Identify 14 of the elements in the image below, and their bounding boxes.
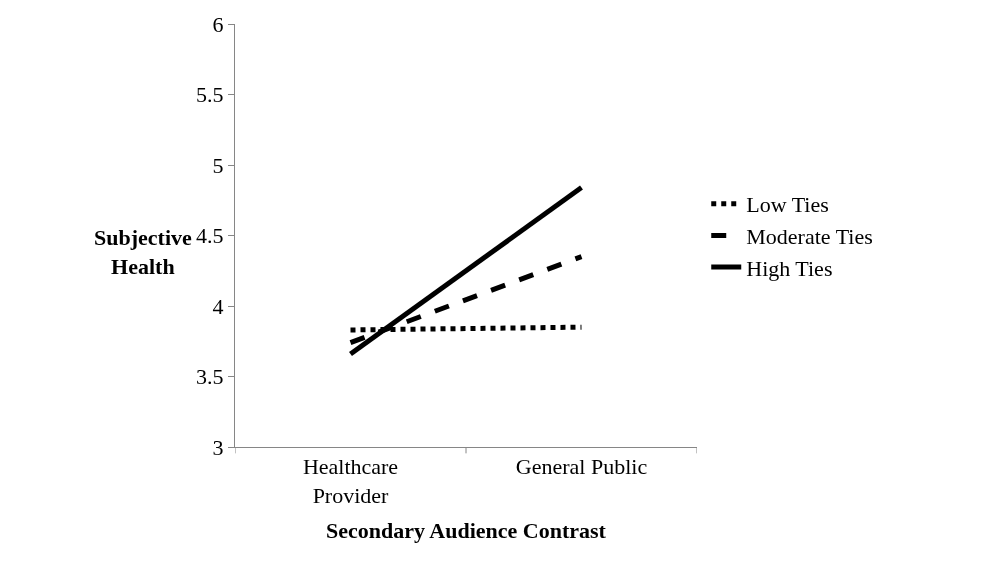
y-axis-title: Subjective Health xyxy=(94,225,192,279)
y-tick-label: 3 xyxy=(212,434,224,460)
y-tick-label: 5 xyxy=(212,152,224,178)
y-tick-label: 4 xyxy=(212,293,224,319)
legend-label: Low Ties xyxy=(746,192,829,218)
y-tick-label: 6 xyxy=(212,11,224,37)
legend-label: Moderate Ties xyxy=(746,223,873,249)
x-tick-label: Healthcare Provider xyxy=(302,454,399,508)
legend-label: High Ties xyxy=(746,255,833,281)
x-tick-label: General Public xyxy=(515,454,648,480)
y-tick-label: 3.5 xyxy=(196,364,224,390)
y-tick-label: 5.5 xyxy=(196,82,224,108)
x-axis-title: Secondary Audience Contrast xyxy=(326,517,607,543)
y-tick-label: 4.5 xyxy=(196,223,224,249)
